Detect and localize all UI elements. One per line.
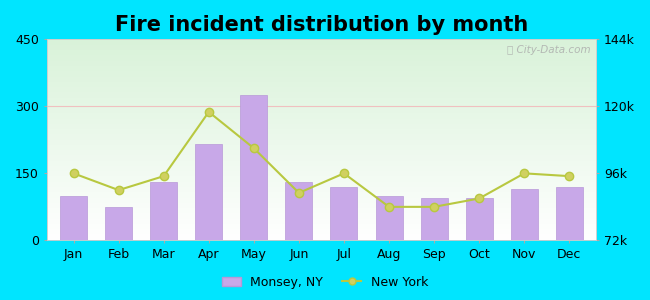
Text: ⓘ City-Data.com: ⓘ City-Data.com bbox=[507, 45, 591, 56]
Bar bbox=[465, 198, 493, 240]
Legend: Monsey, NY, New York: Monsey, NY, New York bbox=[216, 271, 434, 294]
Bar bbox=[150, 182, 177, 240]
Bar bbox=[195, 144, 222, 240]
Bar bbox=[376, 196, 402, 240]
Bar bbox=[105, 207, 132, 240]
Bar bbox=[60, 196, 87, 240]
Bar bbox=[240, 95, 267, 240]
Bar bbox=[285, 182, 313, 240]
Title: Fire incident distribution by month: Fire incident distribution by month bbox=[115, 15, 528, 35]
Bar bbox=[330, 187, 358, 240]
Bar bbox=[421, 198, 448, 240]
Bar bbox=[556, 187, 583, 240]
Bar bbox=[511, 189, 538, 240]
